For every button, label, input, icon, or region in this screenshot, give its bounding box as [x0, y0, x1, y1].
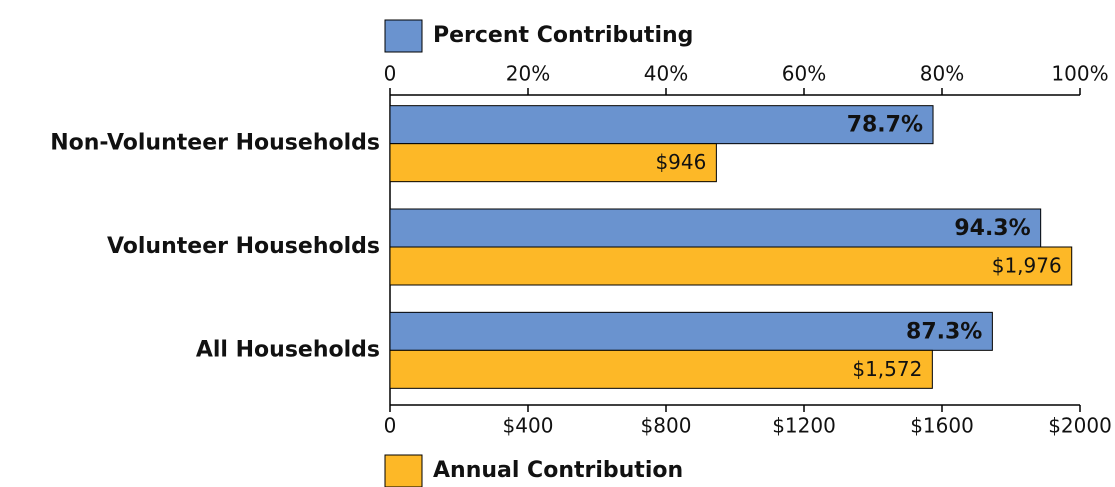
tick-label: $2000	[1048, 414, 1112, 438]
value-label: 94.3%	[954, 216, 1030, 241]
bar	[389, 143, 717, 183]
tick-label: 0	[384, 62, 397, 86]
bar	[389, 105, 934, 145]
tick-label: $400	[503, 414, 554, 438]
bar	[389, 349, 933, 389]
legend-swatch	[384, 19, 423, 53]
bar	[389, 311, 993, 351]
tick-label: 100%	[1051, 62, 1108, 86]
tick-label: 40%	[644, 62, 688, 86]
tick-label: 0	[384, 414, 397, 438]
value-label: 78.7%	[847, 113, 923, 138]
legend-label: Percent Contributing	[433, 23, 693, 48]
value-label: $946	[655, 150, 706, 174]
category-label: Non-Volunteer Households	[50, 131, 380, 156]
tick-label: $1200	[772, 414, 836, 438]
bar	[389, 246, 1073, 286]
tick-label: 20%	[506, 62, 550, 86]
value-label: $1,572	[852, 357, 922, 381]
category-label: All Households	[196, 337, 380, 362]
value-label: 87.3%	[906, 319, 982, 344]
tick-label: $800	[641, 414, 692, 438]
tick-label: 60%	[782, 62, 826, 86]
legend-label: Annual Contribution	[433, 458, 683, 483]
tick-label: 80%	[920, 62, 964, 86]
category-label: Volunteer Households	[107, 234, 380, 259]
tick-label: $1600	[910, 414, 974, 438]
legend-swatch	[384, 454, 423, 487]
bar	[389, 208, 1042, 248]
value-label: $1,976	[992, 254, 1062, 278]
